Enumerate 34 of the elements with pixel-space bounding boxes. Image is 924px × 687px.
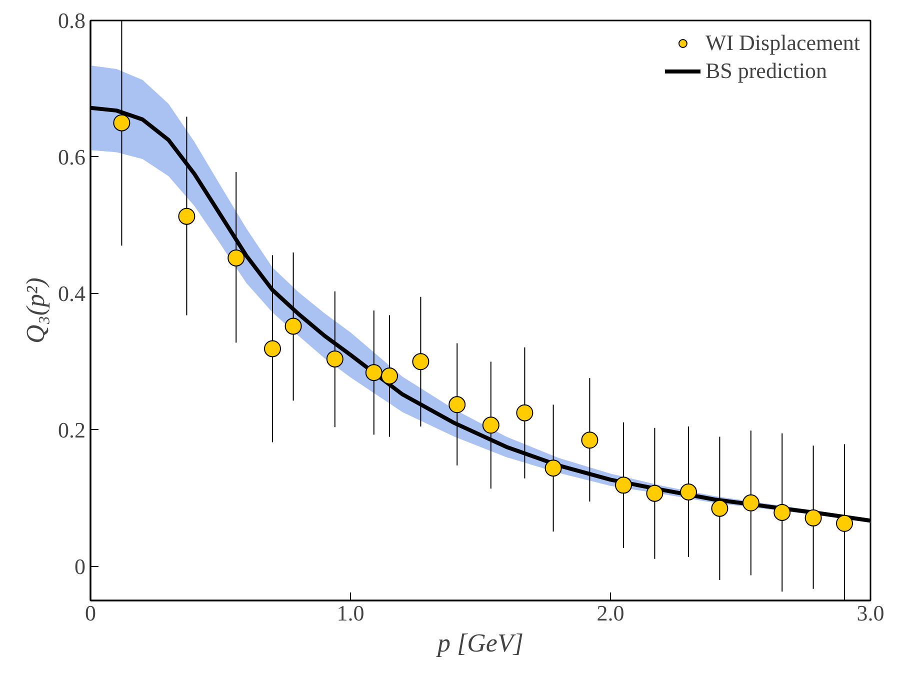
- x-tick-label: 1.0: [336, 600, 364, 626]
- y-tick-label: 0.8: [58, 8, 86, 33]
- point: [228, 249, 245, 266]
- point: [381, 368, 398, 384]
- legend-label: BS prediction: [705, 58, 828, 84]
- point: [326, 350, 344, 368]
- x-tick-label: 2.0: [596, 600, 624, 626]
- point: [264, 340, 281, 358]
- point: [412, 353, 430, 370]
- point: [615, 476, 632, 494]
- point: [482, 416, 500, 434]
- point: [646, 484, 664, 502]
- point: [516, 404, 534, 422]
- legend-label: WI Displacement: [705, 30, 860, 56]
- y-tick-label: 0.4: [58, 280, 86, 306]
- point: [448, 396, 466, 414]
- point: [178, 208, 196, 225]
- point: [804, 509, 822, 526]
- point: [113, 114, 130, 132]
- point: [581, 432, 598, 449]
- y-tick-label: 0.2: [58, 417, 86, 442]
- point: [284, 318, 302, 335]
- point: [774, 504, 791, 521]
- x-axis-title: p [GeV]: [436, 628, 524, 658]
- point: [742, 494, 760, 512]
- y-tick-label: 0.6: [58, 144, 86, 170]
- point: [680, 484, 697, 500]
- x-tick-label: 3.0: [856, 600, 884, 626]
- point: [544, 460, 562, 477]
- point: [365, 364, 382, 382]
- y-tick-label: 0: [74, 554, 86, 579]
- point: [836, 514, 853, 532]
- point: [711, 500, 728, 517]
- y-axis-title: Q₃(p²): [21, 278, 50, 344]
